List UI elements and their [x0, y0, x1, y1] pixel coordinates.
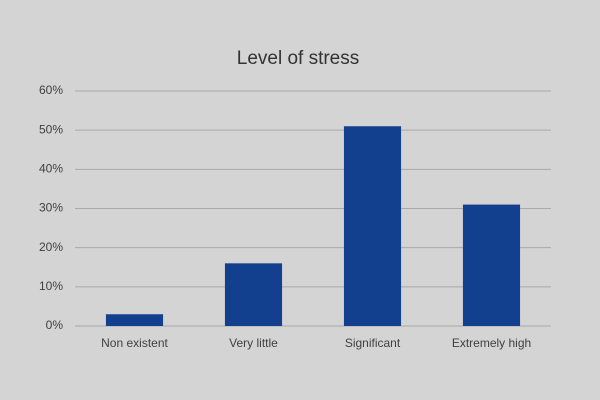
- x-tick-label: Non existent: [101, 336, 168, 350]
- y-tick-label: 30%: [39, 201, 63, 215]
- bar: [224, 263, 283, 326]
- y-tick-label: 0%: [46, 318, 64, 332]
- y-tick-label: 20%: [39, 240, 63, 254]
- x-tick-label: Extremely high: [452, 336, 531, 350]
- chart-title: Level of stress: [237, 48, 360, 69]
- y-tick-label: 60%: [39, 83, 63, 97]
- x-tick-label: Very little: [229, 336, 278, 350]
- bar: [343, 126, 402, 326]
- y-tick-label: 50%: [39, 122, 63, 136]
- bar: [462, 204, 521, 326]
- x-tick-label: Significant: [345, 336, 401, 350]
- y-tick-label: 10%: [39, 279, 63, 293]
- y-tick-label: 40%: [39, 162, 63, 176]
- bar: [105, 314, 164, 326]
